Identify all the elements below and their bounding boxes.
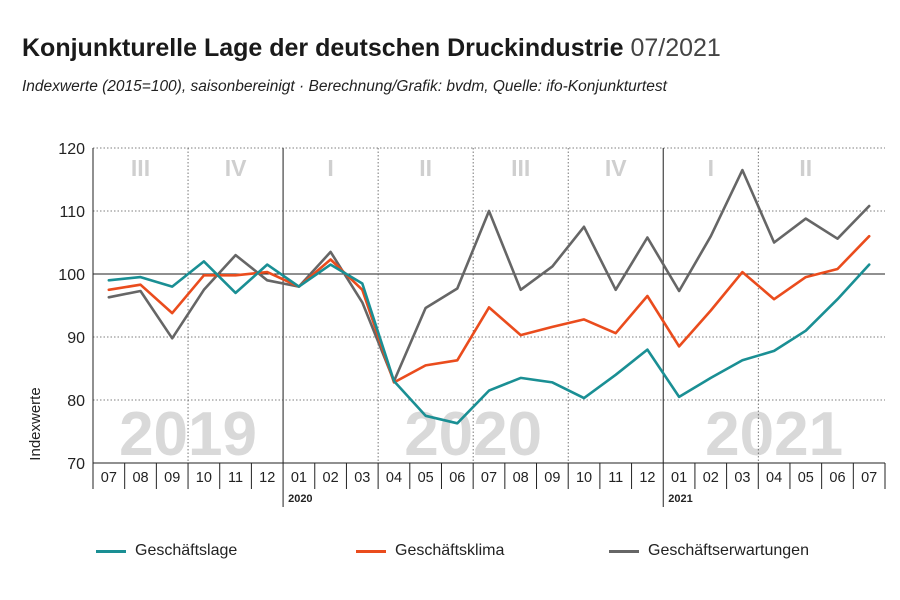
- series-line-geschaeftsklima: [107, 234, 871, 384]
- y-tick-label: 110: [59, 204, 85, 221]
- chart-title-date: 07/2021: [630, 34, 721, 62]
- chart-subtitle: Indexwerte (2015=100), saisonbereinigt ·…: [22, 78, 667, 95]
- y-axis-label: Indexwerte: [27, 387, 44, 460]
- x-tick-label: 08: [513, 470, 529, 486]
- axes: 70 80 90 100 110 120 07 08 09 10 11 12 01 02 03 04 05 06 0…: [58, 141, 886, 507]
- x-tick-label: 02: [323, 470, 339, 486]
- quarter-label: I: [327, 155, 333, 181]
- quarter-labels: III IV I II III IV I II: [131, 155, 812, 181]
- quarter-label: II: [419, 155, 432, 181]
- y-tick-label: 90: [67, 330, 85, 347]
- y-tick-label: 70: [67, 456, 85, 473]
- year-watermark: 2021: [705, 400, 843, 469]
- x-tick-label: 04: [386, 470, 402, 486]
- x-tick-label: 03: [734, 470, 750, 486]
- x-tick-label: 11: [228, 470, 243, 486]
- series-lines: [107, 168, 871, 425]
- x-tick-label: 12: [259, 470, 275, 486]
- year-marker-label: 2020: [288, 493, 312, 505]
- x-tick-label: 07: [861, 470, 877, 486]
- legend-swatch: [609, 549, 639, 553]
- x-tick-label: 08: [132, 470, 148, 486]
- quarter-label: I: [708, 155, 714, 181]
- x-tick-label: 11: [608, 470, 623, 486]
- y-tick-label: 80: [67, 393, 85, 410]
- legend-label: Geschäftslage: [135, 542, 238, 559]
- legend-item-geschaeftsklima: Geschäftsklima: [356, 542, 504, 560]
- legend-swatch: [96, 549, 126, 553]
- legend-swatch: [356, 549, 386, 553]
- series-line-geschaeftserwartungen: [107, 168, 871, 383]
- x-tick-label: 05: [418, 470, 434, 486]
- x-tick-label: 01: [671, 470, 687, 486]
- legend-label: Geschäftserwartungen: [648, 542, 809, 559]
- x-tick-label: 05: [798, 470, 814, 486]
- x-tick-label: 10: [196, 470, 212, 486]
- x-tick-label: 09: [544, 470, 560, 486]
- legend-item-geschaeftslage: Geschäftslage: [96, 542, 237, 560]
- quarter-label: IV: [605, 155, 627, 181]
- year-watermark: 2020: [404, 400, 542, 469]
- x-tick-label: 01: [291, 470, 307, 486]
- chart-title: Konjunkturelle Lage der deutschen Drucki…: [22, 34, 721, 63]
- quarter-label: II: [799, 155, 812, 181]
- legend-item-geschaeftserwartungen: Geschäftserwartungen: [609, 542, 809, 560]
- series-line-geschaeftslage: [107, 260, 871, 425]
- y-tick-label: 120: [58, 141, 85, 158]
- x-tick-label: 12: [639, 470, 655, 486]
- quarter-label: IV: [225, 155, 247, 181]
- x-tick-label: 03: [354, 470, 370, 486]
- legend-label: Geschäftsklima: [395, 542, 505, 559]
- x-tick-label: 02: [703, 470, 719, 486]
- chart-title-text: Konjunkturelle Lage der deutschen Drucki…: [22, 34, 624, 62]
- year-watermarks: 2019 2020 2021: [119, 400, 843, 469]
- x-tick-label: 07: [101, 470, 117, 486]
- x-tick-label: 07: [481, 470, 497, 486]
- x-tick-label: 06: [449, 470, 465, 486]
- quarter-label: III: [131, 155, 150, 181]
- x-tick-label: 04: [766, 470, 782, 486]
- x-tick-label: 09: [164, 470, 180, 486]
- year-watermark: 2019: [119, 400, 257, 469]
- y-tick-label: 100: [58, 267, 85, 284]
- year-marker-label: 2021: [668, 493, 692, 505]
- x-tick-label: 10: [576, 470, 592, 486]
- quarter-label: III: [511, 155, 530, 181]
- x-tick-label: 06: [829, 470, 845, 486]
